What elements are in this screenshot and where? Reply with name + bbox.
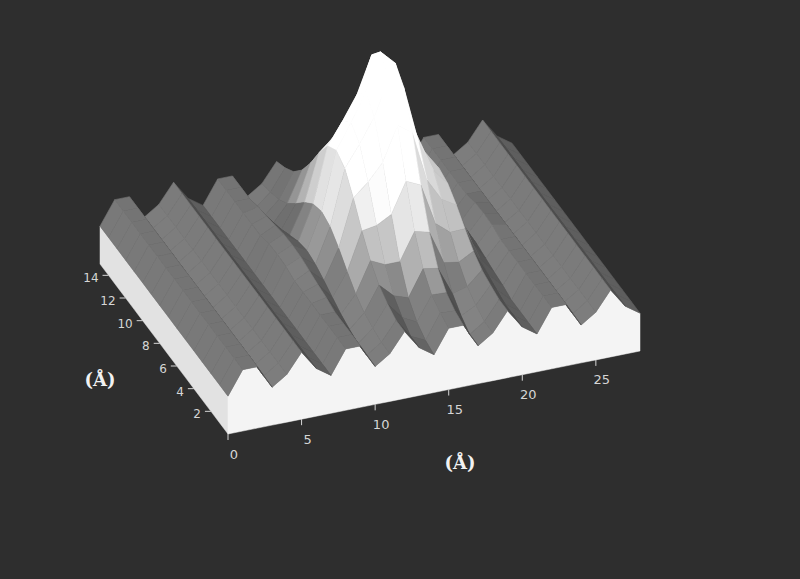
svg-text:(Å): (Å) [85, 368, 116, 390]
svg-text:15: 15 [446, 402, 463, 417]
svg-text:2: 2 [193, 407, 201, 421]
svg-text:0: 0 [230, 447, 238, 462]
svg-text:12: 12 [100, 294, 115, 308]
svg-text:5: 5 [303, 432, 311, 447]
svg-text:14: 14 [83, 271, 98, 285]
svg-text:8: 8 [142, 339, 150, 353]
svg-text:10: 10 [373, 417, 390, 432]
svg-text:10: 10 [117, 317, 132, 331]
svg-text:4: 4 [176, 385, 184, 399]
svg-text:6: 6 [159, 362, 167, 376]
svg-text:(Å): (Å) [445, 451, 476, 473]
svg-text:20: 20 [520, 387, 537, 402]
svg-text:25: 25 [594, 372, 611, 387]
